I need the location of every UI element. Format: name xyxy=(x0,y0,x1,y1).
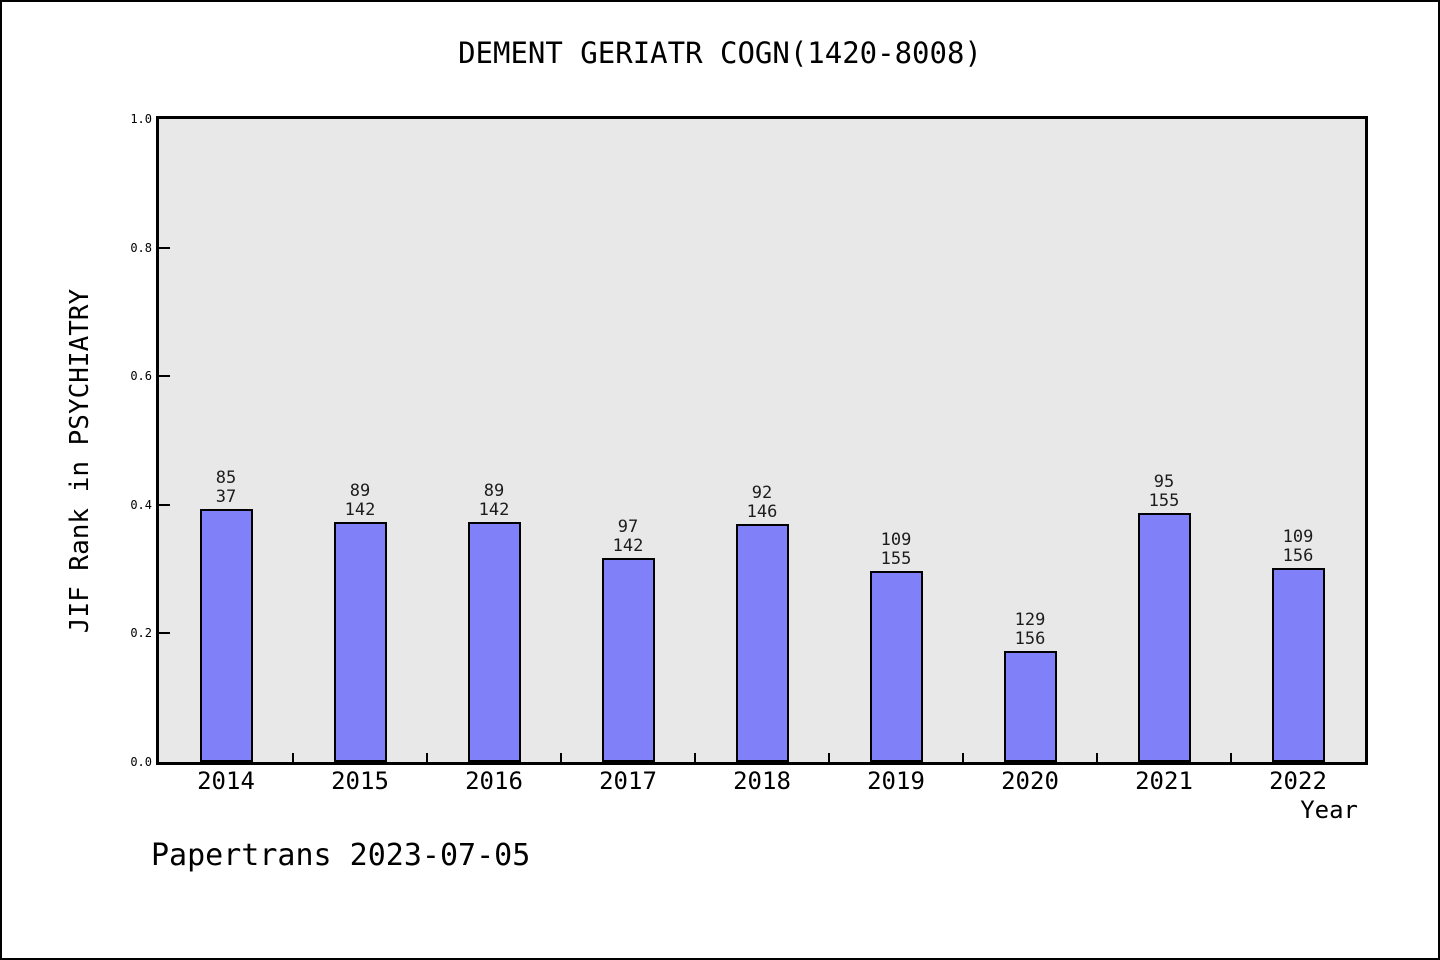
bar-value-label-2019: 109 155 xyxy=(836,531,956,569)
bar-2016 xyxy=(467,522,521,762)
bar-value-line1-2021: 95 xyxy=(1153,472,1175,492)
bar-value-line1-2020: 129 xyxy=(1014,610,1046,630)
y-tick-label-0.4: 0.4 xyxy=(130,497,152,512)
y-tick-mark-0.2 xyxy=(159,632,170,635)
bar-value-label-2021: 95 155 xyxy=(1104,473,1224,511)
bar-value-label-2017: 97 142 xyxy=(568,518,688,556)
x-minor-tick-3 xyxy=(560,753,562,762)
y-tick-label-0.0: 0.0 xyxy=(130,755,152,769)
bar-value-label-2016: 89 142 xyxy=(434,482,554,520)
x-tick-label-2017: 2017 xyxy=(599,767,657,795)
bar-2019 xyxy=(869,571,923,762)
bar-value-line2-2020: 156 xyxy=(1014,629,1046,649)
y-tick-label-0.6: 0.6 xyxy=(130,369,152,384)
bar-value-line2-2016: 142 xyxy=(478,500,510,520)
y-tick-label-1.0: 1.0 xyxy=(130,112,152,126)
bar-value-line2-2017: 142 xyxy=(612,536,644,556)
x-minor-tick-7 xyxy=(1096,753,1098,762)
x-tick-label-2016: 2016 xyxy=(465,767,523,795)
x-minor-tick-4 xyxy=(694,753,696,762)
y-tick-mark-0.6 xyxy=(159,375,170,378)
bar-value-label-2015: 89 142 xyxy=(300,482,420,520)
y-tick-mark-0.8 xyxy=(159,246,170,249)
watermark-text: Papertrans 2023-07-05 xyxy=(151,838,531,873)
x-tick-label-2021: 2021 xyxy=(1135,767,1193,795)
x-axis-title: Year xyxy=(1300,796,1358,824)
plot-area: 85 37 89 142 89 142 97 142 92 146 109 155 129 156 95 15… xyxy=(156,116,1368,765)
bar-2018 xyxy=(735,524,789,762)
bar-value-label-2020: 129 156 xyxy=(970,611,1090,649)
bar-value-label-2018: 92 146 xyxy=(702,484,822,522)
bar-value-line2-2019: 155 xyxy=(880,549,912,569)
x-tick-label-2020: 2020 xyxy=(1001,767,1059,795)
chart-title: DEMENT GERIATR COGN(1420-8008) xyxy=(458,36,982,70)
bar-2014 xyxy=(199,509,253,762)
bar-2015 xyxy=(333,522,387,762)
bar-value-line2-2021: 155 xyxy=(1148,491,1180,511)
bar-2020 xyxy=(1003,651,1057,762)
bar-2017 xyxy=(601,558,655,762)
bar-value-line1-2018: 92 xyxy=(751,483,773,503)
bar-value-line1-2017: 97 xyxy=(617,517,639,537)
bar-value-line2-2018: 146 xyxy=(746,502,778,522)
y-tick-label-0.2: 0.2 xyxy=(130,626,152,641)
bar-2022 xyxy=(1271,568,1325,762)
plot-inner: 85 37 89 142 89 142 97 142 92 146 109 155 129 156 95 15… xyxy=(159,119,1365,762)
bar-value-line2-2014: 37 xyxy=(215,487,237,507)
x-minor-tick-6 xyxy=(962,753,964,762)
y-tick-mark-0.4 xyxy=(159,503,170,506)
bar-value-label-2014: 85 37 xyxy=(166,469,286,507)
x-minor-tick-8 xyxy=(1230,753,1232,762)
bar-value-line1-2019: 109 xyxy=(880,530,912,550)
bar-value-line1-2022: 109 xyxy=(1282,527,1314,547)
x-minor-tick-2 xyxy=(426,753,428,762)
x-minor-tick-1 xyxy=(292,753,294,762)
bar-2021 xyxy=(1137,513,1191,762)
x-tick-label-2019: 2019 xyxy=(867,767,925,795)
bar-value-line1-2015: 89 xyxy=(349,481,371,501)
bar-value-line2-2022: 156 xyxy=(1282,546,1314,566)
bar-value-label-2022: 109 156 xyxy=(1238,528,1358,566)
x-tick-label-2022: 2022 xyxy=(1269,767,1327,795)
x-tick-label-2014: 2014 xyxy=(197,767,255,795)
y-axis-title: JIF Rank in PSYCHIATRY xyxy=(65,288,95,634)
bar-value-line1-2016: 89 xyxy=(483,481,505,501)
bar-value-line2-2015: 142 xyxy=(344,500,376,520)
x-tick-label-2018: 2018 xyxy=(733,767,791,795)
x-minor-tick-5 xyxy=(828,753,830,762)
y-tick-label-0.8: 0.8 xyxy=(130,240,152,255)
x-tick-label-2015: 2015 xyxy=(331,767,389,795)
bar-value-line1-2014: 85 xyxy=(215,468,237,488)
